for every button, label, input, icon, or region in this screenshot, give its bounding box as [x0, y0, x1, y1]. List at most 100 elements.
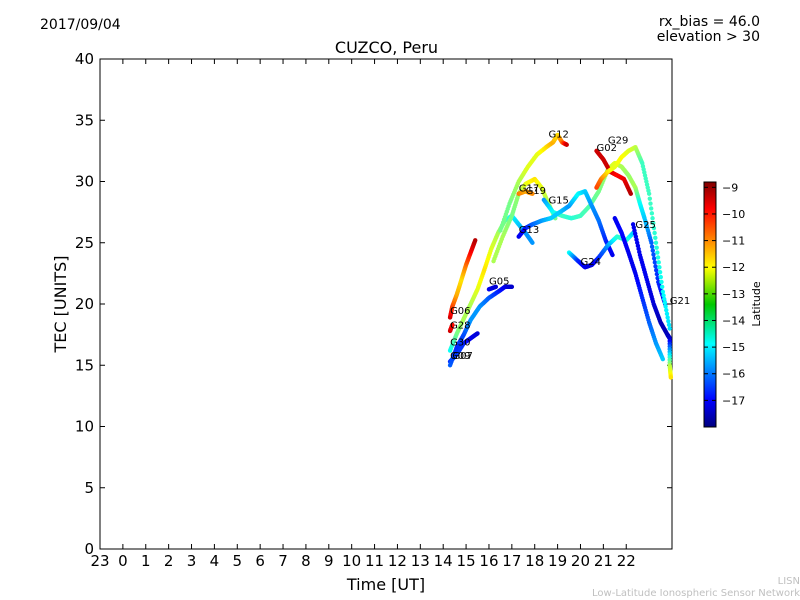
x-tick-label: 23 — [90, 552, 109, 570]
satellite-label: G05 — [489, 276, 509, 287]
y-tick-label: 0 — [84, 540, 94, 558]
data-point — [660, 289, 666, 294]
data-point — [659, 279, 664, 285]
data-point — [659, 284, 665, 290]
y-tick-label: 15 — [75, 356, 94, 374]
colorbar — [703, 181, 717, 428]
data-point — [653, 235, 658, 241]
x-tick-label: 6 — [255, 552, 265, 570]
tec-series — [447, 132, 674, 380]
satellite-label: G30 — [450, 338, 470, 349]
data-point — [652, 230, 657, 236]
data-point — [658, 274, 663, 280]
data-point — [654, 245, 659, 250]
x-tick-label: 9 — [324, 552, 334, 570]
data-point — [649, 211, 655, 216]
series-g02 — [594, 148, 634, 196]
y-tick-label: 35 — [75, 111, 94, 129]
satellite-label: G12 — [548, 129, 568, 140]
data-point — [649, 244, 655, 249]
data-point — [653, 264, 658, 269]
series-g05 — [486, 284, 499, 292]
x-tick-label: 4 — [210, 552, 220, 570]
data-point — [655, 255, 661, 260]
elevation-label: elevation > 30 — [656, 29, 760, 45]
series-g06 — [447, 238, 478, 320]
x-tick-label: 20 — [571, 552, 590, 570]
satellite-label: G29 — [608, 136, 628, 147]
satellite-label: G06 — [450, 306, 470, 317]
data-point — [649, 240, 654, 245]
series-g28 — [447, 322, 455, 334]
x-tick-label: 16 — [479, 552, 498, 570]
plot-frame — [99, 58, 673, 550]
data-point — [475, 331, 480, 336]
x-axis-label: Time [UT] — [346, 575, 425, 594]
footer-network-name: Low-Latitude Ionospheric Sensor Network — [592, 588, 800, 599]
x-tick-label: 13 — [411, 552, 430, 570]
colorbar-tick-label: −14 — [722, 314, 745, 327]
data-point — [661, 293, 666, 298]
y-tick-label: 10 — [75, 418, 94, 436]
series-g12 — [498, 132, 569, 233]
y-tick-label: 30 — [75, 173, 94, 191]
data-point — [657, 265, 662, 270]
satellite-label: G02 — [596, 143, 616, 154]
x-tick-label: 0 — [118, 552, 128, 570]
data-point — [651, 256, 657, 261]
chart-title: CUZCO, Peru — [334, 38, 439, 57]
data-point — [657, 269, 663, 275]
satellite-label: G17 — [519, 183, 539, 194]
colorbar-tick-label: −15 — [722, 341, 745, 354]
colorbar-ticks: −9 −10 −11 −12 −13 −14 −15 −16 −17 — [704, 181, 745, 407]
x-axis: 23 0 1 2 3 4 5 6 7 8 9 10 11 12 13 14 15 16 17 18 19 20 21 22 — [90, 59, 636, 570]
data-point — [666, 318, 671, 324]
data-point — [653, 240, 659, 245]
y-axis: 0 5 10 15 20 25 30 35 40 — [75, 50, 672, 558]
data-point — [667, 326, 672, 331]
satellite-label: G09 — [450, 351, 470, 362]
data-point — [660, 356, 666, 362]
y-tick-label: 25 — [75, 234, 94, 252]
y-axis-label: TEC [UNITS] — [51, 256, 70, 354]
data-point — [662, 296, 667, 302]
satellite-label: G24 — [580, 257, 600, 268]
data-point — [628, 191, 634, 196]
colorbar-tick-label: −12 — [722, 261, 745, 274]
footer-network-abbrev: LISN — [777, 576, 800, 587]
data-point — [493, 284, 499, 290]
colorbar-tick-label: −17 — [722, 394, 745, 407]
colorbar-tick-label: −11 — [722, 235, 745, 248]
x-tick-label: 8 — [301, 552, 311, 570]
x-tick-label: 3 — [187, 552, 197, 570]
y-tick-label: 20 — [75, 295, 94, 313]
data-point — [651, 225, 657, 231]
x-tick-label: 7 — [278, 552, 288, 570]
satellite-label: G07 — [452, 351, 472, 362]
y-tick-label: 40 — [75, 50, 94, 68]
data-point — [664, 311, 670, 316]
series-g29 — [594, 145, 672, 331]
data-point — [647, 196, 653, 201]
data-point — [652, 260, 658, 265]
x-tick-label: 15 — [457, 552, 476, 570]
data-point — [654, 267, 659, 273]
series-g25 — [612, 216, 666, 362]
x-tick-label: 21 — [594, 552, 613, 570]
data-point — [662, 300, 668, 305]
series-g19 — [516, 189, 535, 196]
data-point — [473, 238, 478, 243]
data-point — [663, 304, 668, 309]
data-point — [666, 322, 672, 328]
colorbar-tick-label: −16 — [722, 368, 745, 381]
x-tick-label: 19 — [548, 552, 567, 570]
data-point — [509, 284, 515, 290]
colorbar-label: Latitude — [750, 281, 763, 327]
data-point — [648, 201, 653, 206]
series-g21 — [630, 222, 674, 380]
x-tick-label: 17 — [502, 552, 521, 570]
satellite-label: G15 — [548, 196, 568, 207]
colorbar-tick-label: −9 — [722, 181, 738, 194]
series-g09 — [447, 284, 515, 368]
